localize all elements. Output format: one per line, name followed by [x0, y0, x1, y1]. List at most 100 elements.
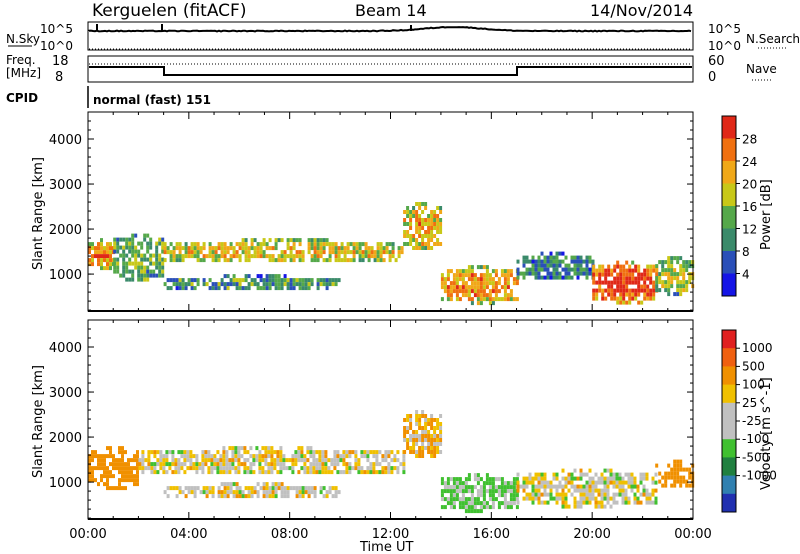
data-cell	[213, 454, 217, 459]
data-cell	[393, 458, 397, 463]
data-cell	[246, 470, 250, 475]
data-cell	[561, 468, 565, 473]
data-cell	[256, 282, 260, 287]
data-cell	[637, 268, 641, 273]
data-cell	[136, 474, 139, 479]
data-cell	[122, 257, 126, 262]
data-cell	[268, 494, 272, 499]
data-cell	[415, 450, 419, 454]
data-cell	[318, 450, 322, 455]
data-cell	[685, 284, 689, 289]
data-cell	[628, 296, 632, 301]
data-cell	[402, 462, 406, 467]
data-cell	[664, 475, 668, 480]
data-cell	[649, 264, 653, 269]
data-cell	[588, 484, 592, 489]
data-cell	[491, 493, 495, 498]
data-cell	[639, 472, 643, 477]
data-cell	[366, 454, 370, 459]
data-cell	[509, 505, 513, 510]
data-cell	[119, 273, 123, 278]
data-cell	[187, 254, 191, 259]
data-cell	[97, 462, 100, 467]
data-cell	[443, 277, 447, 282]
data-cell	[630, 476, 634, 481]
data-cell	[300, 454, 304, 459]
data-cell	[458, 501, 462, 506]
data-cell	[97, 246, 100, 251]
data-cell	[461, 485, 465, 490]
data-cell	[549, 259, 553, 264]
data-cell	[161, 257, 165, 262]
data-cell	[439, 414, 443, 418]
data-cell	[106, 258, 109, 263]
data-cell	[336, 470, 340, 475]
data-cell	[543, 472, 547, 477]
data-cell	[479, 489, 483, 494]
data-cell	[403, 222, 407, 226]
data-cell	[488, 301, 492, 306]
data-cell	[497, 297, 501, 302]
data-cell	[324, 450, 328, 455]
data-cell	[334, 254, 338, 259]
data-cell	[106, 254, 109, 259]
data-cell	[479, 265, 483, 270]
data-cell	[585, 488, 589, 493]
data-cell	[582, 500, 586, 505]
colorbar-tick-label: 20	[742, 178, 757, 192]
data-cell	[313, 250, 317, 255]
data-cell	[322, 258, 326, 263]
data-cell	[217, 242, 221, 247]
data-cell	[424, 206, 428, 210]
data-cell	[113, 245, 117, 250]
data-cell	[645, 488, 649, 493]
data-cell	[531, 476, 535, 481]
data-cell	[180, 450, 184, 455]
data-cell	[146, 233, 150, 238]
data-cell	[183, 462, 187, 467]
data-cell	[262, 486, 266, 491]
data-cell	[433, 450, 437, 454]
data-cell	[301, 250, 305, 255]
data-cell	[528, 472, 532, 477]
data-cell	[473, 277, 477, 282]
data-cell	[540, 251, 544, 256]
data-cell	[158, 253, 162, 258]
data-cell	[537, 255, 541, 260]
data-cell	[506, 269, 510, 274]
data-cell	[249, 466, 253, 471]
data-cell	[458, 497, 462, 502]
data-cell	[616, 260, 620, 265]
data-cell	[461, 497, 465, 502]
data-cell	[528, 480, 532, 485]
data-cell	[232, 250, 236, 255]
data-cell	[396, 458, 400, 463]
data-cell	[304, 490, 308, 495]
data-cell	[561, 476, 565, 481]
data-cell	[525, 496, 529, 501]
data-cell	[658, 280, 662, 285]
data-cell	[433, 226, 437, 230]
data-cell	[318, 458, 322, 463]
data-cell	[503, 493, 507, 498]
data-cell	[625, 272, 629, 277]
data-cell	[247, 274, 251, 279]
data-cell	[512, 501, 516, 506]
data-cell	[649, 288, 653, 293]
data-cell	[630, 472, 634, 477]
data-cell	[567, 271, 571, 276]
data-cell	[205, 282, 209, 287]
data-cell	[516, 271, 520, 276]
data-cell	[585, 484, 589, 489]
data-cell	[187, 282, 191, 287]
data-cell	[497, 505, 501, 510]
data-cell	[409, 218, 413, 222]
data-cell	[464, 273, 468, 278]
data-cell	[178, 286, 182, 291]
data-cell	[235, 494, 239, 499]
data-cell	[241, 238, 245, 243]
data-cell	[595, 296, 599, 301]
data-cell	[211, 258, 215, 263]
data-cell	[485, 501, 489, 506]
data-cell	[133, 482, 136, 487]
